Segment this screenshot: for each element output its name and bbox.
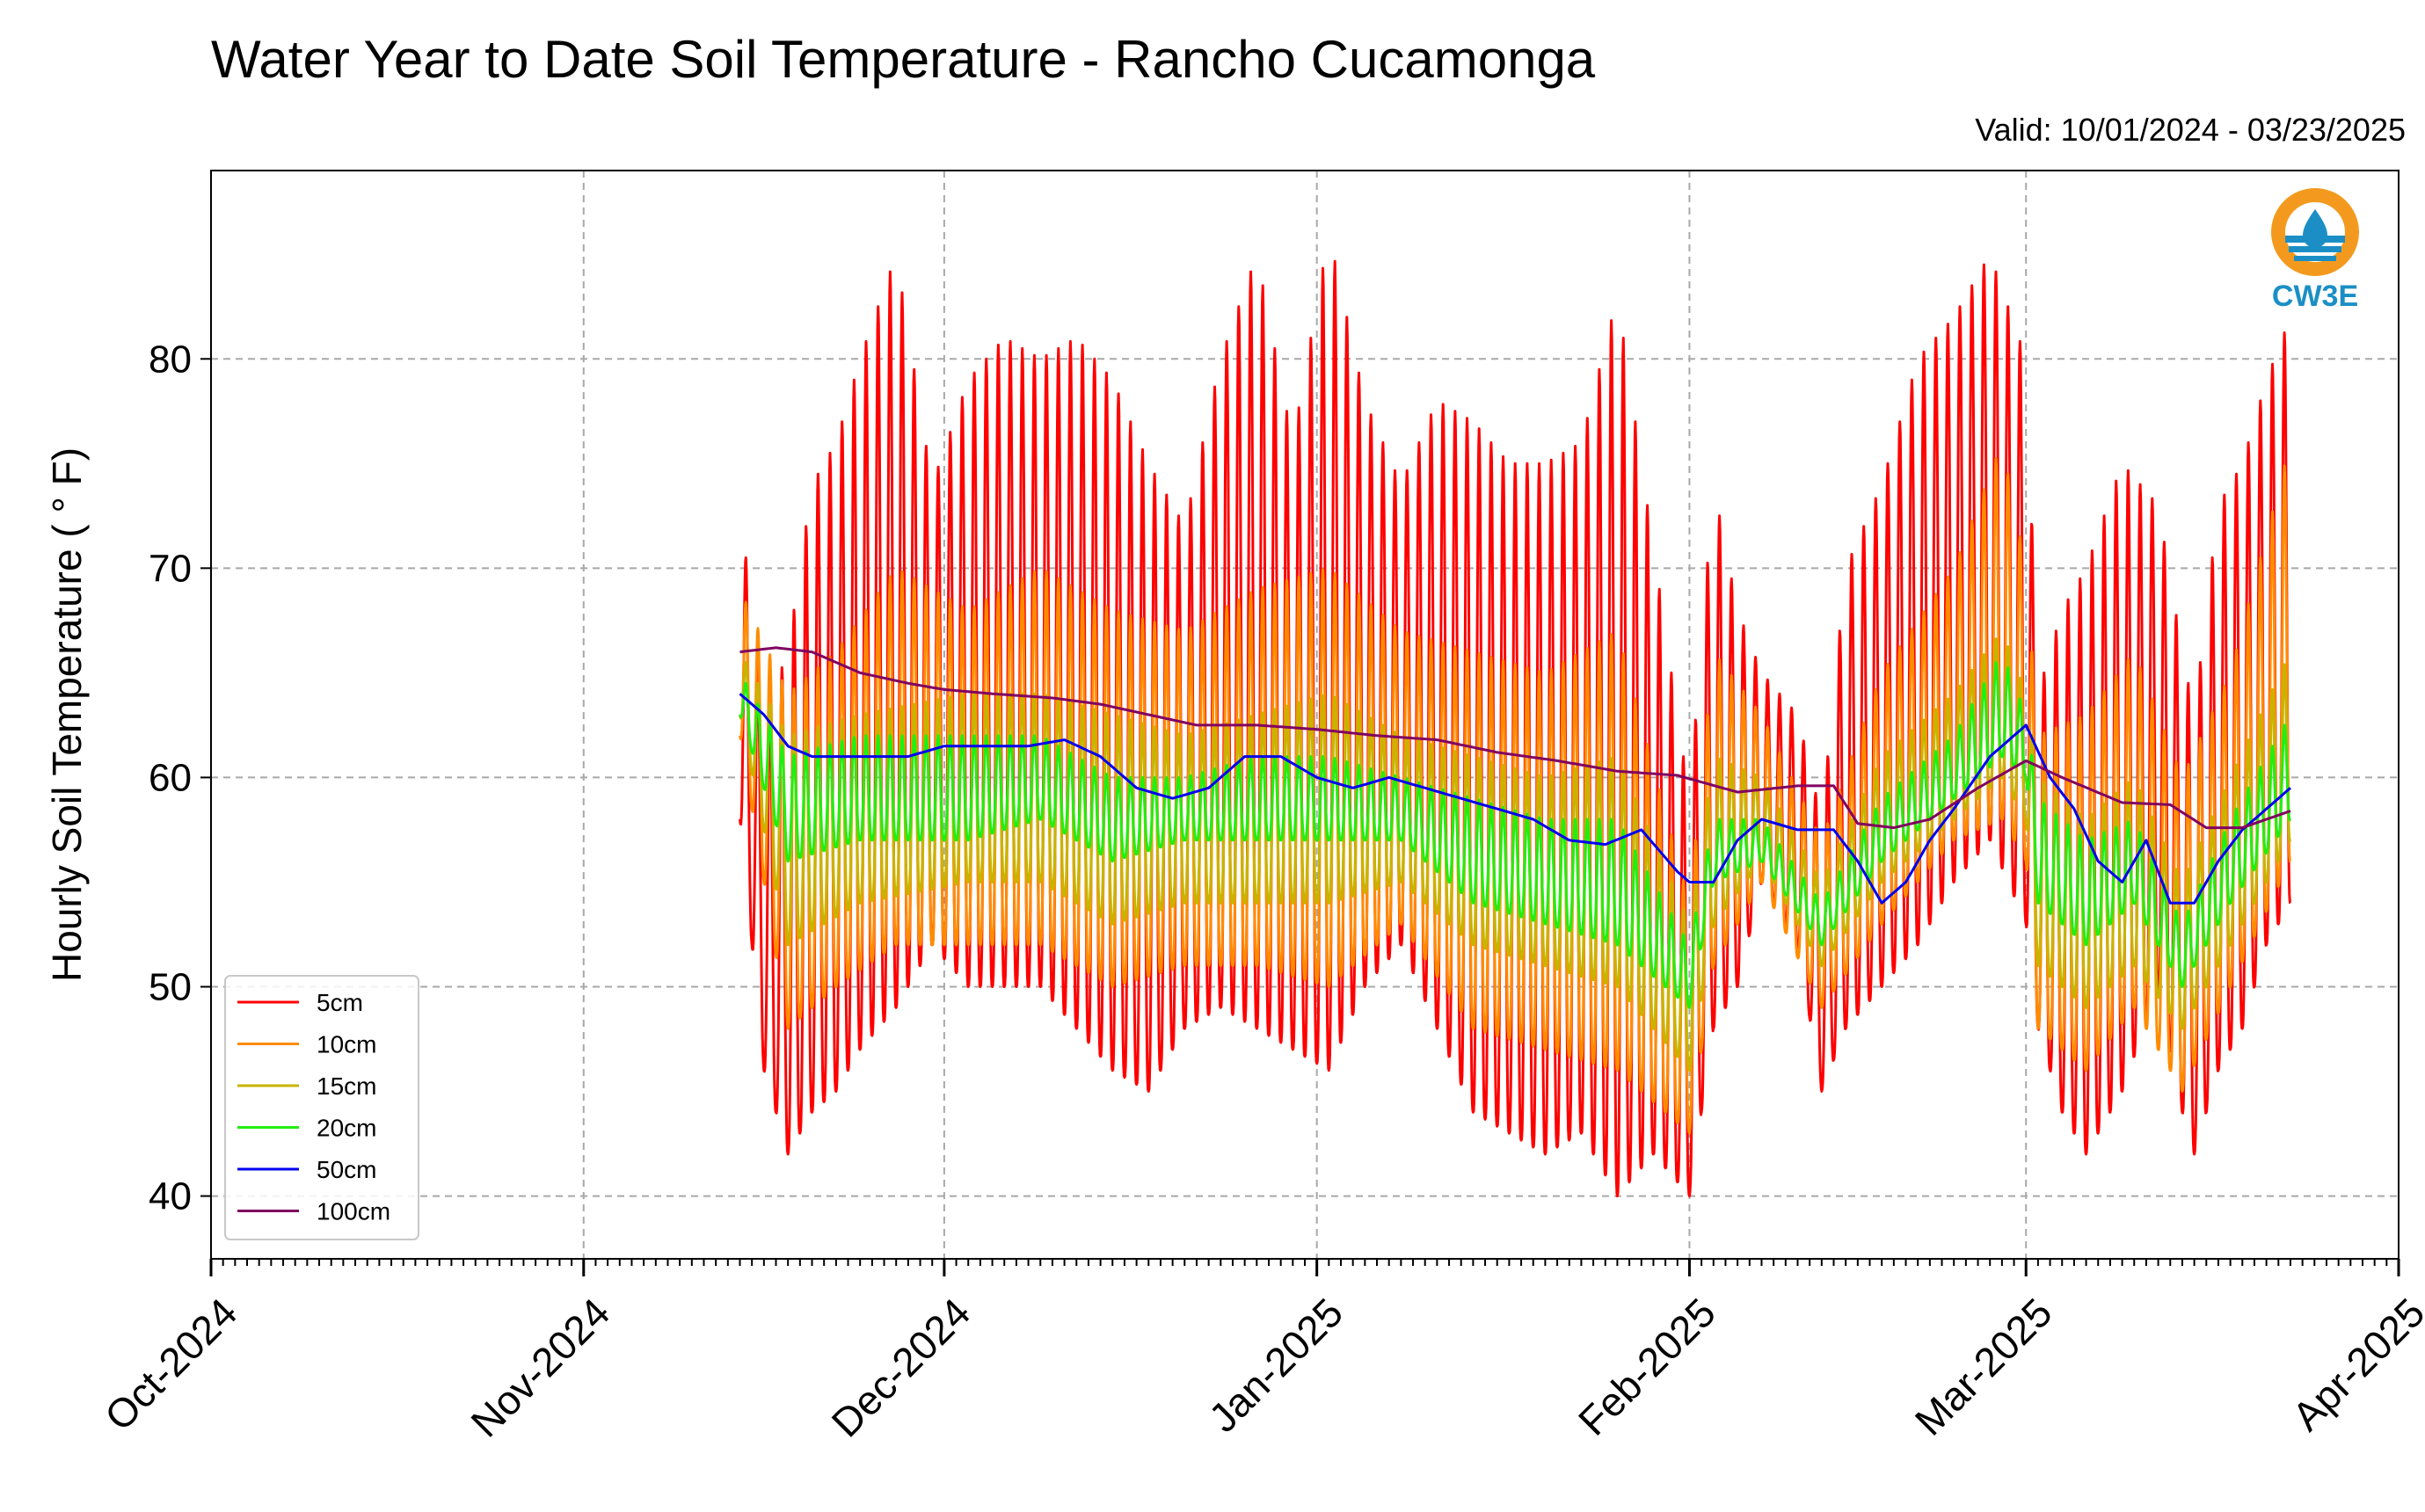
y-tick-label: 80 bbox=[149, 338, 192, 381]
legend-label-15cm: 15cm bbox=[317, 1072, 376, 1100]
series-line-50cm bbox=[739, 693, 2291, 905]
x-tick-label: Oct-2024 bbox=[96, 1290, 246, 1440]
x-tick-label: Dec-2024 bbox=[823, 1290, 979, 1446]
cw3e-logo: CW3E bbox=[2271, 188, 2359, 313]
legend-label-5cm: 5cm bbox=[317, 989, 363, 1016]
series-line-5cm bbox=[739, 259, 2291, 1198]
y-axis: 40 50 60 70 80 bbox=[149, 338, 211, 1218]
logo-text: CW3E bbox=[2272, 280, 2358, 313]
series-line-10cm bbox=[739, 456, 2291, 1135]
x-tick-label: Feb-2025 bbox=[1569, 1290, 1724, 1444]
y-tick-label: 70 bbox=[149, 547, 192, 590]
x-tick-label: Apr-2025 bbox=[2283, 1290, 2425, 1440]
series-line-20cm bbox=[739, 661, 2292, 1009]
legend-label-100cm: 100cm bbox=[317, 1198, 390, 1225]
x-axis: Oct-2024 Nov-2024 Dec-2024 Jan-2025 Feb-2025… bbox=[96, 1259, 2425, 1446]
y-tick-label: 60 bbox=[149, 756, 192, 799]
legend-label-10cm: 10cm bbox=[317, 1031, 376, 1058]
x-tick-label: Nov-2024 bbox=[462, 1290, 618, 1446]
chart-title: Water Year to Date Soil Temperature - Ra… bbox=[211, 30, 1596, 89]
legend-box bbox=[224, 975, 419, 1240]
series-group bbox=[739, 259, 2292, 1198]
x-tick-label: Jan-2025 bbox=[1200, 1290, 1351, 1441]
y-tick-label: 50 bbox=[149, 966, 192, 1009]
valid-range-label: Valid: 10/01/2024 - 03/23/2025 bbox=[1975, 112, 2406, 148]
y-tick-label: 40 bbox=[149, 1175, 192, 1218]
legend: 5cm 10cm 15cm 20cm 50cm 100cm bbox=[224, 975, 419, 1240]
x-tick-label: Mar-2025 bbox=[1906, 1290, 2061, 1444]
y-axis-label: Hourly Soil Temperature ( ° F) bbox=[44, 447, 90, 982]
series-line-100cm bbox=[739, 646, 2291, 830]
legend-label-20cm: 20cm bbox=[317, 1115, 376, 1142]
legend-label-50cm: 50cm bbox=[317, 1156, 376, 1183]
